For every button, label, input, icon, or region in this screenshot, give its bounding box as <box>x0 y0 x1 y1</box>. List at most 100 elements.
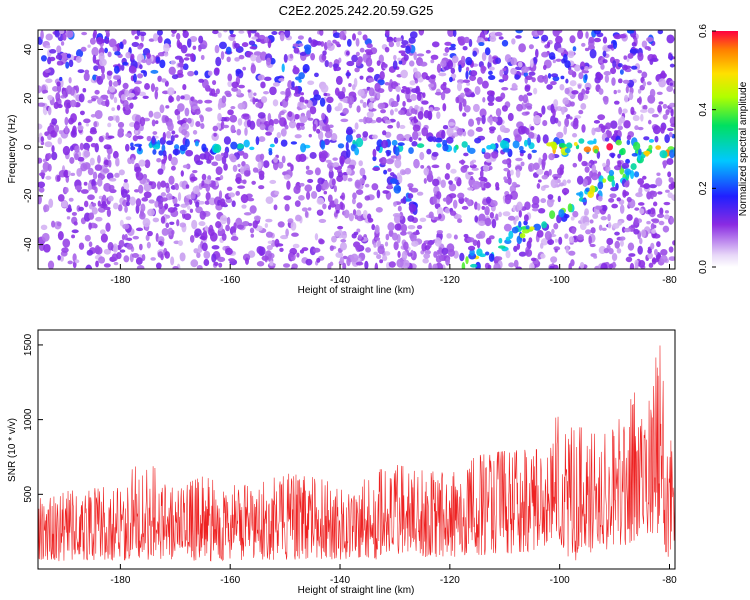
heatmap-cell <box>307 178 314 184</box>
heatmap-cell <box>558 182 564 187</box>
heatmap-cell <box>664 210 669 214</box>
heatmap-cell <box>540 253 546 259</box>
heatmap-cell <box>262 160 270 169</box>
heatmap-cell <box>327 194 333 203</box>
heatmap-cell <box>571 133 578 138</box>
heatmap-cell <box>410 108 417 114</box>
heatmap-cell <box>38 85 42 94</box>
heatmap-cell <box>554 238 559 243</box>
heatmap-cell <box>230 124 236 134</box>
heatmap-cell <box>89 37 96 45</box>
heatmap-cell <box>662 160 668 167</box>
heatmap-cell <box>212 80 217 86</box>
heatmap-cell <box>160 253 164 261</box>
heatmap-cell <box>658 101 664 105</box>
heatmap-cell <box>525 127 530 135</box>
heatmap-cell <box>335 252 344 258</box>
heatmap-cell <box>176 114 181 121</box>
heatmap-cell <box>286 180 291 190</box>
heatmap-cell <box>45 78 53 84</box>
heatmap-cell <box>71 211 78 216</box>
heatmap-cell <box>467 129 475 137</box>
heatmap-cell <box>430 74 437 80</box>
heatmap-cell <box>208 197 216 206</box>
heatmap-cell <box>669 102 675 108</box>
heatmap-cell <box>548 168 552 176</box>
heatmap-cell <box>180 170 184 177</box>
heatmap-cell <box>352 192 357 200</box>
heatmap-cell <box>631 153 638 157</box>
heatmap-cell <box>77 125 84 131</box>
heatmap-cell <box>135 114 142 123</box>
heatmap-cell <box>411 88 420 94</box>
heatmap-cell <box>323 190 328 195</box>
heatmap-cell <box>577 234 584 241</box>
heatmap-cell <box>136 264 145 269</box>
heatmap-cell <box>48 198 54 209</box>
heatmap-cell <box>385 233 390 241</box>
heatmap-cell <box>570 259 575 267</box>
heatmap-cell <box>442 103 447 112</box>
heatmap-cell <box>331 235 337 243</box>
heatmap-cell <box>88 212 95 220</box>
heatmap-cell <box>374 262 379 269</box>
heatmap-cell <box>350 253 359 263</box>
heatmap-cell <box>75 55 82 63</box>
heatmap-cell <box>195 121 201 128</box>
heatmap-cell <box>135 204 140 214</box>
heatmap-cell <box>498 237 503 244</box>
heatmap-cell <box>447 59 454 70</box>
heatmap-cell <box>519 232 526 239</box>
heatmap-cell <box>208 155 215 161</box>
heatmap-cell <box>125 143 130 152</box>
heatmap-cell <box>355 60 362 67</box>
heatmap-cell <box>176 219 180 227</box>
heatmap-cell <box>400 198 407 204</box>
heatmap-cell <box>77 69 85 74</box>
heatmap-cell <box>565 245 569 254</box>
heatmap-cell <box>383 116 388 121</box>
heatmap-cell <box>495 182 500 189</box>
heatmap-cell <box>279 247 284 252</box>
heatmap-cell <box>287 218 294 224</box>
heatmap-cell <box>226 186 233 191</box>
heatmap-cell <box>160 215 166 224</box>
heatmap-cell <box>606 237 614 246</box>
heatmap-cell <box>659 150 668 159</box>
heatmap-cell <box>339 256 345 266</box>
heatmap-cell <box>243 170 251 177</box>
heatmap-cell <box>481 147 486 153</box>
heatmap-cell <box>491 218 497 229</box>
heatmap-cell <box>651 258 660 263</box>
heatmap-cell <box>105 132 109 138</box>
heatmap-cell <box>200 122 205 130</box>
heatmap-cell <box>66 216 71 220</box>
heatmap-cell <box>600 63 605 70</box>
heatmap-cell <box>300 143 307 153</box>
heatmap-cell <box>394 108 398 112</box>
heatmap-cell <box>407 183 414 188</box>
heatmap-cell <box>335 41 340 46</box>
heatmap-cell <box>479 108 487 118</box>
heatmap-cell <box>157 168 164 175</box>
heatmap-cell <box>528 237 533 244</box>
heatmap-cell <box>463 233 469 238</box>
heatmap-cell <box>584 166 590 173</box>
heatmap-cell <box>410 93 418 101</box>
heatmap-cell <box>638 96 642 105</box>
heatmap-cell <box>580 66 585 70</box>
heatmap-cell <box>527 137 532 146</box>
heatmap-cell <box>530 257 537 262</box>
heatmap-cell <box>103 206 111 211</box>
heatmap-cell <box>108 80 113 87</box>
heatmap-cell <box>148 199 155 204</box>
heatmap-cell <box>292 66 300 75</box>
heatmap-cell <box>512 140 520 149</box>
heatmap-cell <box>419 61 428 67</box>
heatmap-cell <box>312 123 317 132</box>
heatmap-cell <box>138 144 142 152</box>
heatmap-cell <box>569 101 575 107</box>
heatmap-cell <box>126 201 130 207</box>
heatmap-cell <box>457 218 463 224</box>
heatmap-cell <box>294 134 302 139</box>
